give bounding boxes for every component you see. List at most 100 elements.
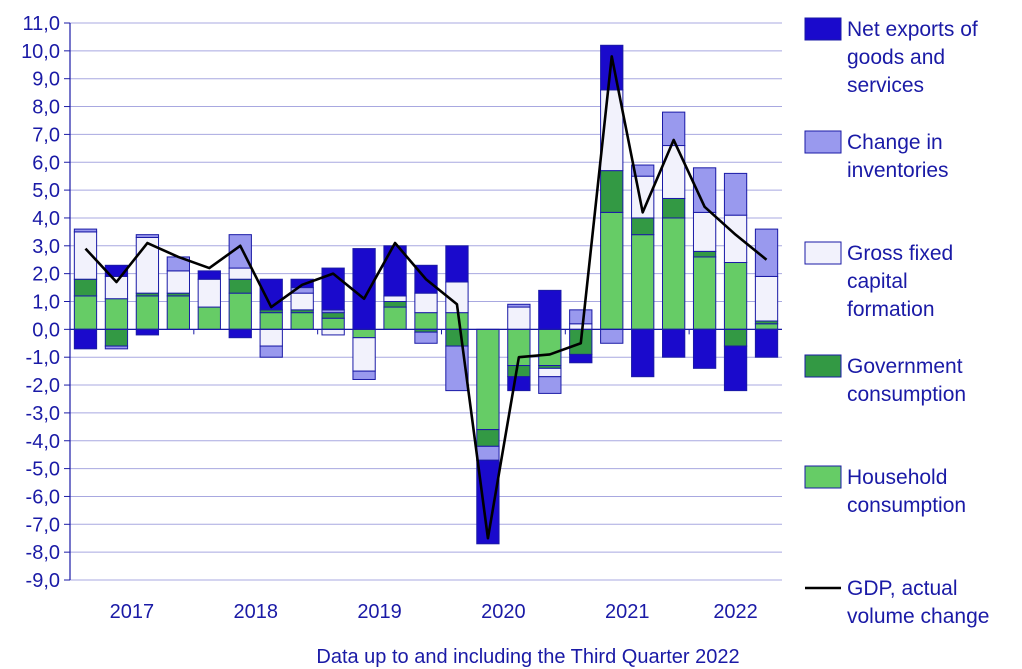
bar-segment (135, 328, 160, 336)
bar-segment (600, 328, 624, 344)
bar-segment (476, 445, 500, 461)
bar-segment (73, 328, 98, 350)
bar-segment (352, 370, 376, 380)
legend-item-gfcf: Gross fixed capital formation (804, 241, 953, 321)
y-tick-label: 11,0 (23, 13, 60, 35)
legend-label: consumption (847, 494, 966, 517)
bar-segment (569, 323, 593, 330)
bar-segment (692, 328, 717, 369)
bar-segment (228, 278, 252, 294)
y-tick-label: 3,0 (32, 236, 60, 258)
y-tick-label: -2,0 (26, 375, 60, 397)
bar-segment (383, 245, 407, 297)
bar-segment (290, 312, 314, 330)
bar-segment (383, 306, 407, 330)
bar-segment (445, 312, 469, 330)
y-tick-label: -5,0 (26, 459, 60, 481)
bar-segment (290, 292, 314, 311)
bar-segment (476, 429, 500, 447)
legend-label: Gross fixed (847, 242, 953, 265)
bar-segment (321, 312, 345, 319)
legend-label: GDP, actual (847, 577, 958, 600)
bar-segment (135, 295, 160, 330)
gdp-line (84, 55, 768, 540)
bar-segment (692, 250, 717, 258)
bar-segment (631, 328, 655, 378)
y-tick-label: 6,0 (32, 152, 60, 174)
bar-segment (538, 328, 562, 367)
bar-segment (104, 345, 129, 350)
bar-segment (476, 328, 500, 431)
legend-label: services (847, 74, 924, 97)
y-tick-label: -4,0 (26, 431, 60, 453)
legend-label: volume change (847, 605, 989, 628)
bar-segment (414, 312, 438, 330)
legend-swatch (804, 241, 842, 265)
legend-item-gdp: GDP, actual volume change (805, 577, 989, 628)
y-tick-label: -8,0 (26, 542, 60, 564)
legend-label: Household (847, 466, 947, 489)
bar-segment (352, 248, 376, 330)
y-tick-label: 10,0 (21, 41, 60, 63)
bar-segment (476, 459, 500, 545)
bar-segment (228, 267, 252, 280)
legend-item-net_exports: Net exports of goods and services (804, 17, 978, 97)
x-tick-label: 2018 (233, 601, 278, 623)
bar-segment (723, 262, 748, 330)
legend-label: formation (847, 298, 935, 321)
legend-item-inventories: Change in inventories (804, 130, 949, 182)
bar-segment (445, 328, 469, 347)
bar-segment (754, 323, 779, 330)
bar-segment (507, 365, 531, 378)
legend-item-government: Government consumption (804, 354, 966, 406)
y-tick-label: -6,0 (26, 486, 60, 508)
x-tick-label: 2017 (110, 601, 155, 623)
bar-segment (197, 306, 221, 330)
legend-label: Government (847, 355, 963, 378)
bar-segment (631, 234, 655, 330)
bar-segment (754, 228, 779, 277)
bar-segment (692, 167, 717, 213)
legend-label: capital (847, 270, 908, 293)
bar-segment (73, 295, 98, 330)
bar-segment (166, 295, 190, 330)
bar-segment (445, 345, 469, 392)
legend-label: goods and (847, 46, 945, 69)
bar-segment (321, 328, 345, 336)
bar-segment (414, 331, 438, 344)
bar-segment (662, 217, 686, 330)
bar-segment (135, 234, 160, 238)
bar-segment (723, 172, 748, 216)
y-tick-label: 5,0 (32, 180, 60, 202)
line-layer (84, 55, 768, 540)
bar-segment (228, 234, 252, 269)
bar-segment (631, 164, 655, 177)
bar-segment (538, 289, 562, 330)
x-axis-tick-labels: 2017 2018 2019 2020 2021 2022 (110, 601, 758, 623)
axis-layer (64, 22, 782, 581)
bar-segment (569, 353, 593, 364)
bar-segment (228, 328, 252, 339)
bar-segment (754, 328, 779, 358)
bar-segment (754, 275, 779, 322)
legend-label: consumption (847, 383, 966, 406)
bar-segment (600, 211, 624, 330)
y-tick-label: 1,0 (32, 292, 60, 314)
legend-label: Net exports of (847, 18, 978, 41)
bar-segment (352, 328, 376, 339)
bar-segment (507, 376, 531, 392)
bar-segment (259, 312, 283, 330)
y-tick-label: 9,0 (32, 69, 60, 91)
bar-segment (259, 345, 283, 358)
bar-segment (631, 217, 655, 236)
bar-segment (723, 345, 748, 392)
bar-segment (197, 270, 221, 280)
bar-segment (723, 328, 748, 347)
y-tick-label: 2,0 (32, 264, 60, 286)
legend-swatch (804, 465, 842, 489)
bar-segment (73, 278, 98, 297)
y-tick-label: 0,0 (32, 319, 60, 341)
bar-segment (662, 145, 686, 199)
bar-segment (662, 197, 686, 219)
